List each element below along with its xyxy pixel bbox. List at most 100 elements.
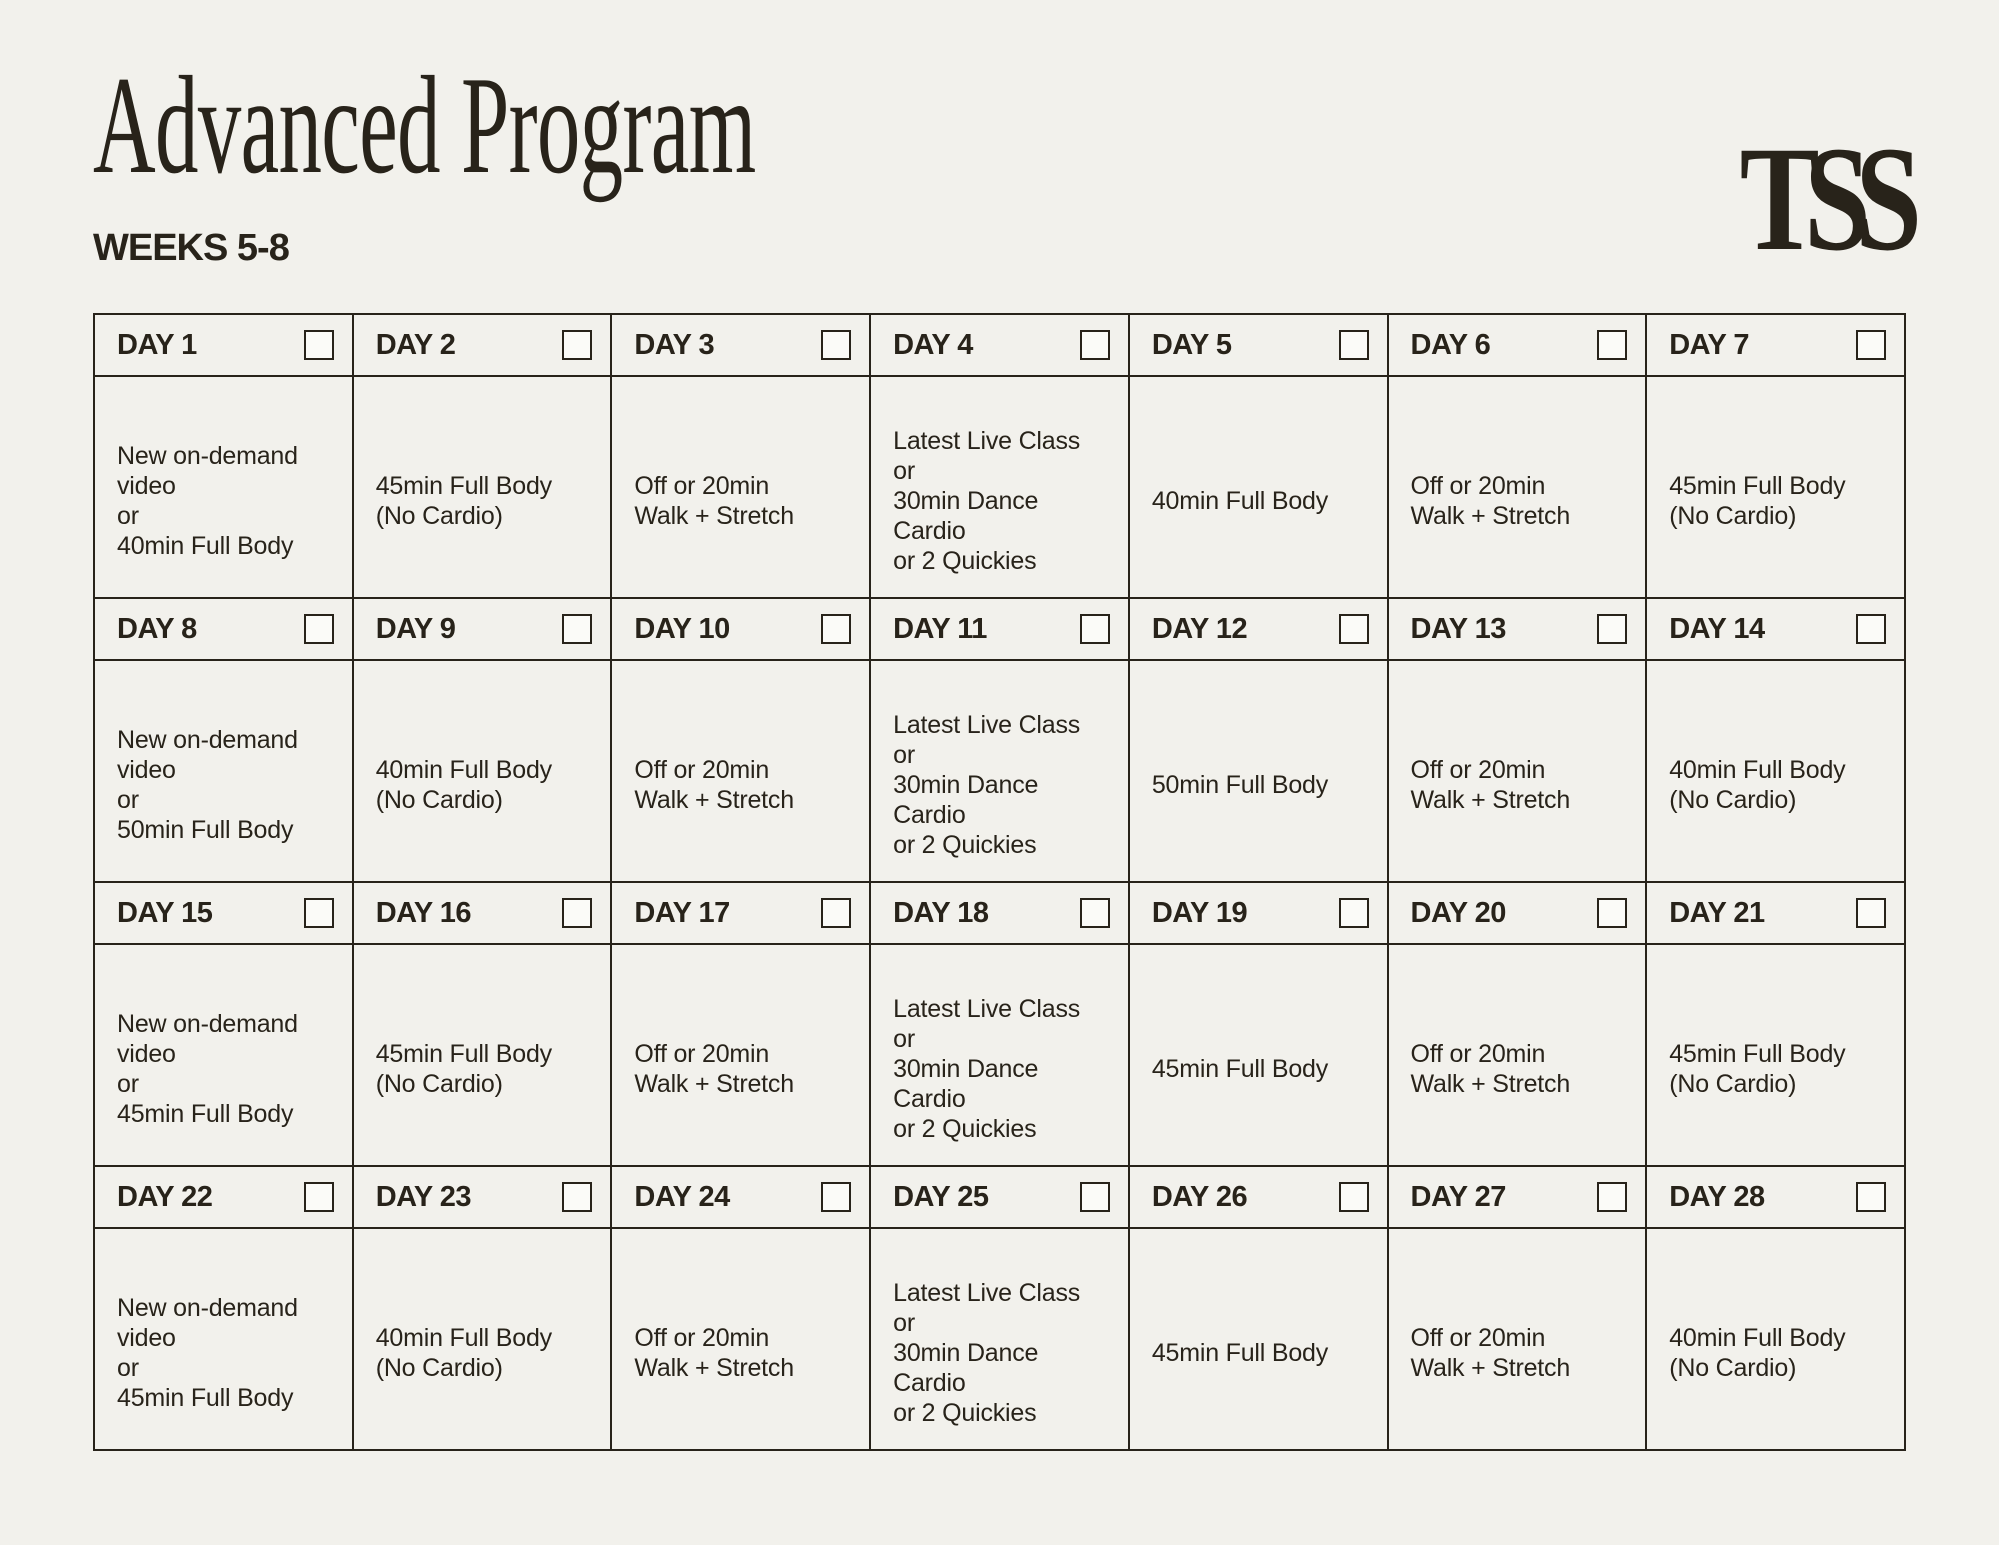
day-checkbox[interactable]: [303, 1182, 334, 1212]
day-checkbox[interactable]: [562, 898, 593, 928]
day-content-line: (No Cardio): [1669, 1353, 1797, 1382]
day-content-cell: Off or 20min Walk + Stretch: [610, 943, 872, 1167]
day-checkbox[interactable]: [821, 1182, 852, 1212]
day-label: DAY 28: [1669, 1180, 1765, 1213]
day-content-line: Off or 20min: [634, 1323, 770, 1352]
day-checkbox[interactable]: [1079, 1182, 1110, 1212]
day-checkbox[interactable]: [562, 1182, 593, 1212]
day-content-cell: New on-demand video or 45min Full Body: [93, 1227, 354, 1451]
day-header-cell: DAY 3: [610, 313, 872, 377]
day-content-line: 40min Full Body: [375, 1323, 552, 1352]
day-content-cell: Off or 20min Walk + Stretch: [610, 1227, 872, 1451]
day-label: DAY 13: [1410, 612, 1507, 645]
day-content-line: video: [117, 755, 176, 784]
day-content-line: video: [117, 471, 176, 500]
day-content-line: Off or 20min: [1410, 1039, 1546, 1068]
day-content-cell: Off or 20min Walk + Stretch: [1386, 943, 1648, 1167]
day-label: DAY 22: [117, 1180, 213, 1213]
day-checkbox[interactable]: [1597, 898, 1628, 928]
day-content-line: (No Cardio): [375, 501, 503, 530]
day-content-cell: New on-demand video or 50min Full Body: [93, 659, 354, 883]
day-content-line: Walk + Stretch: [1410, 785, 1571, 814]
program-calendar: DAY 1 DAY 2 DAY 3 DAY 4 DAY 5 DAY 6 DAY 7 New o…: [93, 313, 1906, 1451]
day-content-line: Walk + Stretch: [1410, 1069, 1571, 1098]
day-checkbox[interactable]: [1338, 898, 1369, 928]
day-label: DAY 8: [117, 612, 197, 645]
day-checkbox[interactable]: [1856, 898, 1886, 928]
day-content-line: (No Cardio): [375, 1069, 503, 1098]
day-content-line: 45min Full Body: [117, 1099, 294, 1128]
day-content-line: 40min Full Body: [117, 531, 294, 560]
day-checkbox[interactable]: [562, 330, 593, 360]
day-content-line: 50min Full Body: [1151, 770, 1329, 799]
day-header-cell: DAY 17: [610, 881, 872, 945]
day-content-cell: 45min Full Body (No Cardio): [351, 943, 613, 1167]
day-content-line: (No Cardio): [1669, 785, 1797, 814]
day-checkbox[interactable]: [1079, 614, 1110, 644]
day-checkbox[interactable]: [1856, 614, 1886, 644]
tss-logo: TSS: [1739, 116, 1921, 282]
day-header-cell: DAY 24: [610, 1165, 872, 1229]
day-checkbox[interactable]: [562, 614, 593, 644]
day-checkbox[interactable]: [303, 898, 334, 928]
day-checkbox[interactable]: [821, 330, 852, 360]
day-content-cell: Latest Live Class or 30min Dance Cardio or 2…: [869, 659, 1130, 883]
day-checkbox[interactable]: [303, 614, 334, 644]
day-content-cell: Off or 20min Walk + Stretch: [610, 659, 872, 883]
day-content-cell: Off or 20min Walk + Stretch: [1386, 659, 1648, 883]
day-content-line: or: [117, 1353, 139, 1382]
day-label: DAY 16: [375, 896, 472, 929]
day-content-line: New on-demand: [117, 725, 298, 754]
day-checkbox[interactable]: [1338, 330, 1369, 360]
day-content-line: video: [117, 1039, 176, 1068]
day-label: DAY 20: [1410, 896, 1507, 929]
day-content-line: or: [893, 740, 915, 769]
day-checkbox[interactable]: [821, 614, 852, 644]
day-content-line: New on-demand: [117, 1009, 298, 1038]
day-content-line: Latest Live Class: [893, 1278, 1081, 1307]
day-checkbox[interactable]: [1856, 1182, 1886, 1212]
day-checkbox[interactable]: [1079, 330, 1110, 360]
day-header-cell: DAY 9: [351, 597, 613, 661]
day-checkbox[interactable]: [1338, 614, 1369, 644]
day-content-cell: 45min Full Body: [1127, 1227, 1389, 1451]
day-checkbox[interactable]: [1338, 1182, 1369, 1212]
day-content-line: (No Cardio): [1669, 1069, 1797, 1098]
day-checkbox[interactable]: [1856, 330, 1886, 360]
day-header-cell: DAY 27: [1386, 1165, 1648, 1229]
day-content-line: 30min Dance: [893, 770, 1039, 799]
day-label: DAY 11: [893, 612, 987, 645]
day-label: DAY 2: [375, 328, 456, 361]
day-content-line: Cardio: [893, 516, 966, 545]
day-header-cell: DAY 21: [1645, 881, 1906, 945]
day-content-line: Latest Live Class: [893, 994, 1081, 1023]
day-content-line: New on-demand: [117, 441, 298, 470]
day-content-line: Walk + Stretch: [634, 1069, 794, 1098]
day-content-cell: 40min Full Body (No Cardio): [1645, 1227, 1906, 1451]
day-checkbox[interactable]: [1597, 330, 1628, 360]
day-content-line: 40min Full Body: [1151, 486, 1329, 515]
day-content-line: 45min Full Body: [375, 471, 552, 500]
day-content-line: Cardio: [893, 800, 966, 829]
day-header-cell: DAY 20: [1386, 881, 1648, 945]
day-content-line: 45min Full Body: [1669, 471, 1846, 500]
day-label: DAY 27: [1410, 1180, 1507, 1213]
day-header-cell: DAY 28: [1645, 1165, 1906, 1229]
day-content-cell: Latest Live Class or 30min Dance Cardio or 2…: [869, 375, 1130, 599]
day-header-cell: DAY 12: [1127, 597, 1389, 661]
day-content-cell: 45min Full Body (No Cardio): [1645, 943, 1906, 1167]
day-content-cell: 40min Full Body: [1127, 375, 1389, 599]
day-checkbox[interactable]: [1597, 614, 1628, 644]
day-checkbox[interactable]: [303, 330, 334, 360]
day-content-cell: Latest Live Class or 30min Dance Cardio or 2…: [869, 943, 1130, 1167]
day-checkbox[interactable]: [821, 898, 852, 928]
day-checkbox[interactable]: [1597, 1182, 1628, 1212]
day-content-line: or 2 Quickies: [893, 830, 1037, 859]
day-content-line: or: [117, 785, 139, 814]
day-content-cell: Latest Live Class or 30min Dance Cardio or 2…: [869, 1227, 1130, 1451]
day-content-line: 30min Dance: [893, 1054, 1039, 1083]
day-label: DAY 1: [117, 328, 197, 361]
day-label: DAY 5: [1151, 328, 1232, 361]
day-content-cell: 45min Full Body (No Cardio): [1645, 375, 1906, 599]
day-checkbox[interactable]: [1079, 898, 1110, 928]
